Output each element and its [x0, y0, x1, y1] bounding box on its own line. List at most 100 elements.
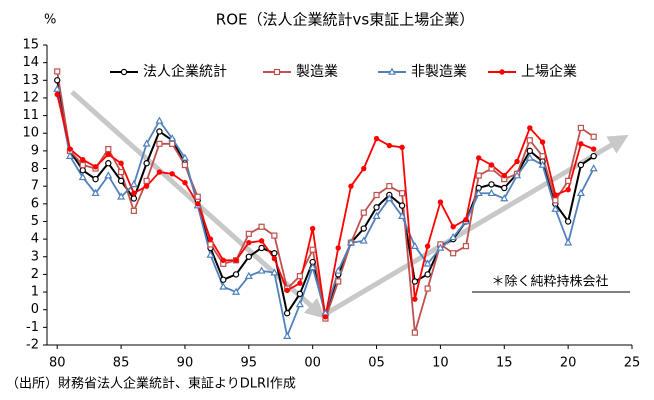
point: [488, 162, 495, 168]
point: [476, 155, 482, 161]
point: [526, 137, 533, 144]
point: [117, 168, 125, 176]
point: [590, 152, 597, 160]
point: [78, 172, 87, 181]
point: [577, 124, 585, 132]
y-tick-label: 15: [22, 38, 39, 53]
point: [578, 141, 584, 147]
point: [79, 161, 86, 169]
y-tick-label: -1: [26, 320, 39, 335]
point: [258, 238, 265, 244]
point: [474, 188, 483, 197]
point: [526, 147, 534, 155]
source-note: （出所）財務省法人企業統計、東証よりDLRI作成: [6, 376, 296, 392]
point: [92, 164, 99, 170]
point: [79, 167, 86, 174]
y-tick-label: 10: [22, 126, 39, 141]
y-tick-label: 9: [31, 143, 39, 158]
point: [309, 246, 316, 253]
point: [297, 280, 303, 286]
point: [411, 278, 419, 285]
legend-text: 製造業: [296, 64, 338, 80]
point: [412, 296, 418, 302]
y-tick-label: 6: [31, 196, 39, 211]
point: [232, 271, 240, 278]
series-line: [56, 88, 595, 340]
y-tick-label: 4: [31, 232, 39, 247]
point: [168, 134, 177, 142]
point: [283, 310, 291, 317]
point: [399, 144, 405, 151]
x-tick-label: 00: [304, 356, 321, 371]
point: [233, 257, 239, 263]
point: [246, 239, 252, 246]
y-tick-label: 7: [31, 179, 39, 194]
point: [130, 195, 138, 202]
point: [386, 183, 393, 190]
point: [437, 199, 444, 205]
legend-text: 法人企業統計: [143, 63, 227, 80]
point: [169, 140, 176, 147]
point: [105, 146, 112, 153]
point: [373, 135, 380, 142]
point: [335, 278, 342, 285]
y-tick-label: 8: [31, 161, 39, 176]
point: [552, 192, 559, 198]
point: [143, 160, 150, 167]
point: [423, 259, 432, 267]
point: [527, 125, 533, 131]
point: [257, 266, 266, 274]
point: [271, 255, 278, 262]
point: [525, 153, 534, 161]
point: [130, 207, 137, 214]
point: [207, 236, 214, 242]
point: [155, 116, 164, 124]
point: [195, 201, 201, 207]
point: [411, 329, 418, 336]
point: [156, 140, 163, 147]
point: [143, 177, 150, 184]
legend-marker: [120, 68, 128, 76]
point: [245, 253, 253, 260]
point: [295, 299, 304, 308]
point: [270, 268, 279, 276]
point: [500, 194, 509, 202]
point: [475, 172, 482, 179]
point: [271, 250, 278, 257]
legend-text: 上場企業: [521, 63, 577, 80]
point: [54, 77, 61, 84]
point: [372, 211, 381, 219]
point: [385, 194, 394, 202]
point: [91, 188, 100, 197]
y-tick-label: 2: [31, 267, 39, 282]
point: [271, 232, 278, 239]
point: [501, 184, 508, 192]
point: [590, 146, 597, 152]
point: [487, 188, 496, 197]
point: [258, 244, 265, 252]
point: [346, 238, 356, 246]
point: [576, 188, 585, 197]
point: [65, 151, 75, 159]
x-tick-label: 05: [368, 356, 385, 371]
point: [360, 225, 367, 232]
point: [462, 243, 470, 250]
point: [308, 262, 317, 271]
point: [398, 190, 406, 197]
x-tick-label: 85: [113, 356, 130, 371]
point: [513, 171, 522, 179]
point: [335, 245, 341, 251]
y-tick-label: 3: [31, 249, 39, 264]
point: [577, 161, 585, 169]
x-tick-label: 20: [560, 356, 577, 371]
point: [169, 171, 175, 177]
x-tick-label: 10: [432, 356, 449, 371]
point: [334, 266, 343, 274]
point: [219, 282, 228, 290]
point: [143, 183, 150, 189]
y-tick-label: 14: [22, 55, 39, 70]
point: [424, 243, 431, 249]
point: [309, 225, 316, 232]
point: [539, 139, 546, 145]
point: [220, 257, 226, 263]
